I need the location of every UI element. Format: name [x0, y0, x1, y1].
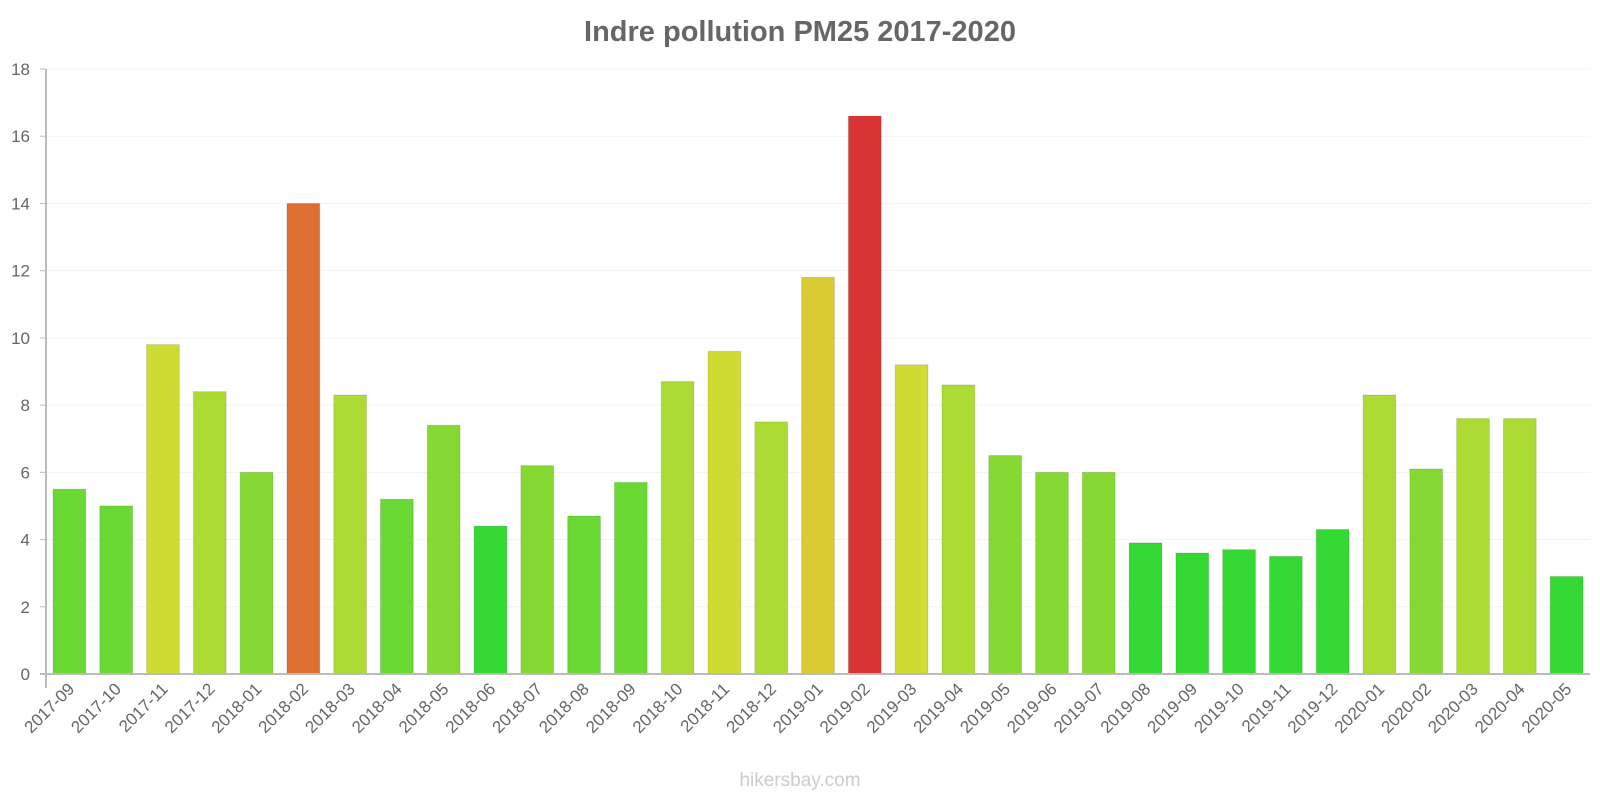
bar-2019-02[interactable] [847, 115, 882, 675]
bar-2018-09[interactable] [613, 481, 648, 675]
x-tick-label: 2018-03 [301, 679, 359, 737]
bar-2019-04[interactable] [941, 384, 976, 675]
y-tick-label: 0 [21, 665, 30, 684]
bar-2018-02[interactable] [286, 202, 321, 675]
bar-2017-09[interactable] [52, 488, 87, 675]
bar-2018-08[interactable] [567, 515, 601, 675]
bar-2018-10[interactable] [660, 381, 695, 675]
x-tick-label: 2019-03 [863, 679, 921, 737]
bar-2020-04[interactable] [1502, 418, 1537, 675]
x-tick-label: 2018-07 [489, 679, 547, 737]
bar-2019-12[interactable] [1315, 528, 1350, 675]
x-tick-label: 2018-01 [208, 679, 266, 737]
x-tick-label: 2019-02 [816, 679, 874, 737]
x-tick-label: 2019-12 [1284, 679, 1342, 737]
bar-2018-03[interactable] [333, 394, 367, 675]
bar-2018-04[interactable] [380, 498, 414, 675]
y-tick-label: 12 [11, 262, 30, 281]
y-tick-label: 8 [21, 396, 30, 415]
bar-2020-01[interactable] [1362, 394, 1397, 675]
x-tick-label: 2017-10 [67, 679, 125, 737]
y-tick-label: 6 [21, 463, 30, 482]
x-tick-label: 2019-08 [1097, 679, 1155, 737]
y-tick-label: 16 [11, 127, 30, 146]
bar-2019-01[interactable] [801, 276, 835, 675]
x-tick-label: 2019-04 [910, 679, 968, 737]
x-tick-label: 2018-04 [348, 679, 406, 737]
x-tick-label: 2018-05 [395, 679, 453, 737]
x-tick-label: 2017-12 [161, 679, 219, 737]
x-tick-label: 2020-02 [1378, 679, 1436, 737]
x-tick-label: 2019-06 [1003, 679, 1061, 737]
bar-2019-05[interactable] [988, 455, 1023, 675]
bar-2018-05[interactable] [426, 424, 461, 675]
bar-2017-11[interactable] [146, 344, 180, 675]
bar-2020-03[interactable] [1456, 418, 1490, 675]
x-tick-label: 2020-03 [1424, 679, 1482, 737]
y-tick-label: 4 [21, 531, 30, 550]
bar-2018-07[interactable] [520, 465, 555, 675]
bar-2017-12[interactable] [192, 391, 227, 675]
bar-2018-12[interactable] [754, 421, 789, 675]
bar-2019-09[interactable] [1175, 552, 1210, 675]
chart-title: Indre pollution PM25 2017-2020 [584, 16, 1016, 48]
bar-2018-06[interactable] [473, 525, 508, 675]
x-tick-label: 2020-05 [1518, 679, 1576, 737]
x-tick-label: 2017-11 [115, 679, 172, 736]
bar-2018-01[interactable] [239, 471, 274, 675]
x-tick-label: 2018-12 [722, 679, 780, 737]
bar-2019-06[interactable] [1035, 471, 1069, 675]
bar-2019-08[interactable] [1128, 542, 1163, 675]
bar-2019-11[interactable] [1269, 555, 1303, 675]
x-tick-label: 2018-06 [442, 679, 500, 737]
x-tick-label: 2019-05 [956, 679, 1014, 737]
watermark: hikersbay.com [739, 770, 861, 791]
x-tick-label: 2018-10 [629, 679, 687, 737]
bar-2020-02[interactable] [1409, 468, 1444, 675]
bar-2018-11[interactable] [707, 350, 742, 675]
x-tick-label: 2019-01 [769, 679, 827, 737]
x-tick-label: 2020-01 [1331, 679, 1389, 737]
x-tick-label: 2019-09 [1144, 679, 1202, 737]
y-tick-label: 10 [11, 329, 30, 348]
x-tick-label: 2019-11 [1238, 679, 1295, 736]
x-tick-label: 2020-04 [1471, 679, 1529, 737]
bar-2020-05[interactable] [1549, 576, 1584, 675]
y-tick-label: 14 [11, 194, 30, 213]
x-tick-label: 2019-10 [1190, 679, 1248, 737]
bar-2017-10[interactable] [99, 505, 134, 675]
y-tick-label: 2 [21, 598, 30, 617]
x-tick-label: 2017-09 [21, 679, 79, 737]
y-tick-label: 18 [11, 60, 30, 79]
x-tick-label: 2018-08 [535, 679, 593, 737]
bar-2019-03[interactable] [894, 364, 929, 675]
x-tick-label: 2018-02 [255, 679, 313, 737]
x-tick-label: 2019-07 [1050, 679, 1108, 737]
bar-2019-07[interactable] [1081, 471, 1116, 675]
bar-2019-10[interactable] [1222, 549, 1256, 675]
x-tick-label: 2018-09 [582, 679, 640, 737]
x-tick-label: 2018-11 [677, 679, 734, 736]
